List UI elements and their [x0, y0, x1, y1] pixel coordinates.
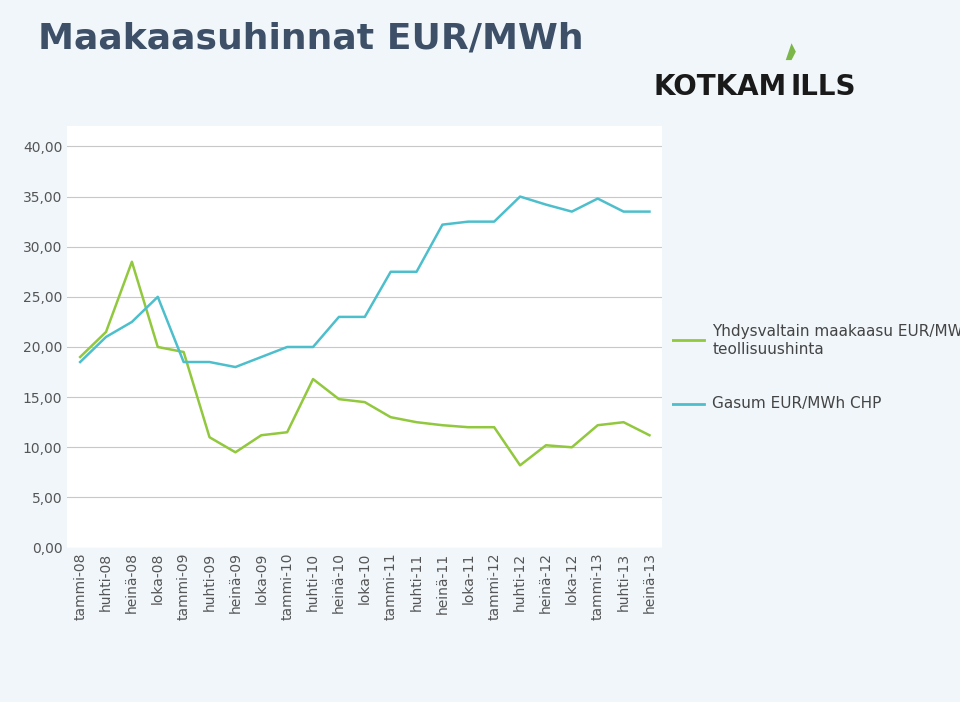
- Text: Gasum EUR/MWh CHP: Gasum EUR/MWh CHP: [712, 396, 881, 411]
- Text: Yhdysvaltain maakaasu EUR/MWh
teollisuushinta: Yhdysvaltain maakaasu EUR/MWh teollisuus…: [712, 324, 960, 357]
- Polygon shape: [785, 44, 796, 60]
- Text: ILLS: ILLS: [790, 73, 855, 101]
- Text: Maakaasuhinnat EUR/MWh: Maakaasuhinnat EUR/MWh: [38, 21, 584, 55]
- Text: KOTKAM: KOTKAM: [654, 73, 787, 101]
